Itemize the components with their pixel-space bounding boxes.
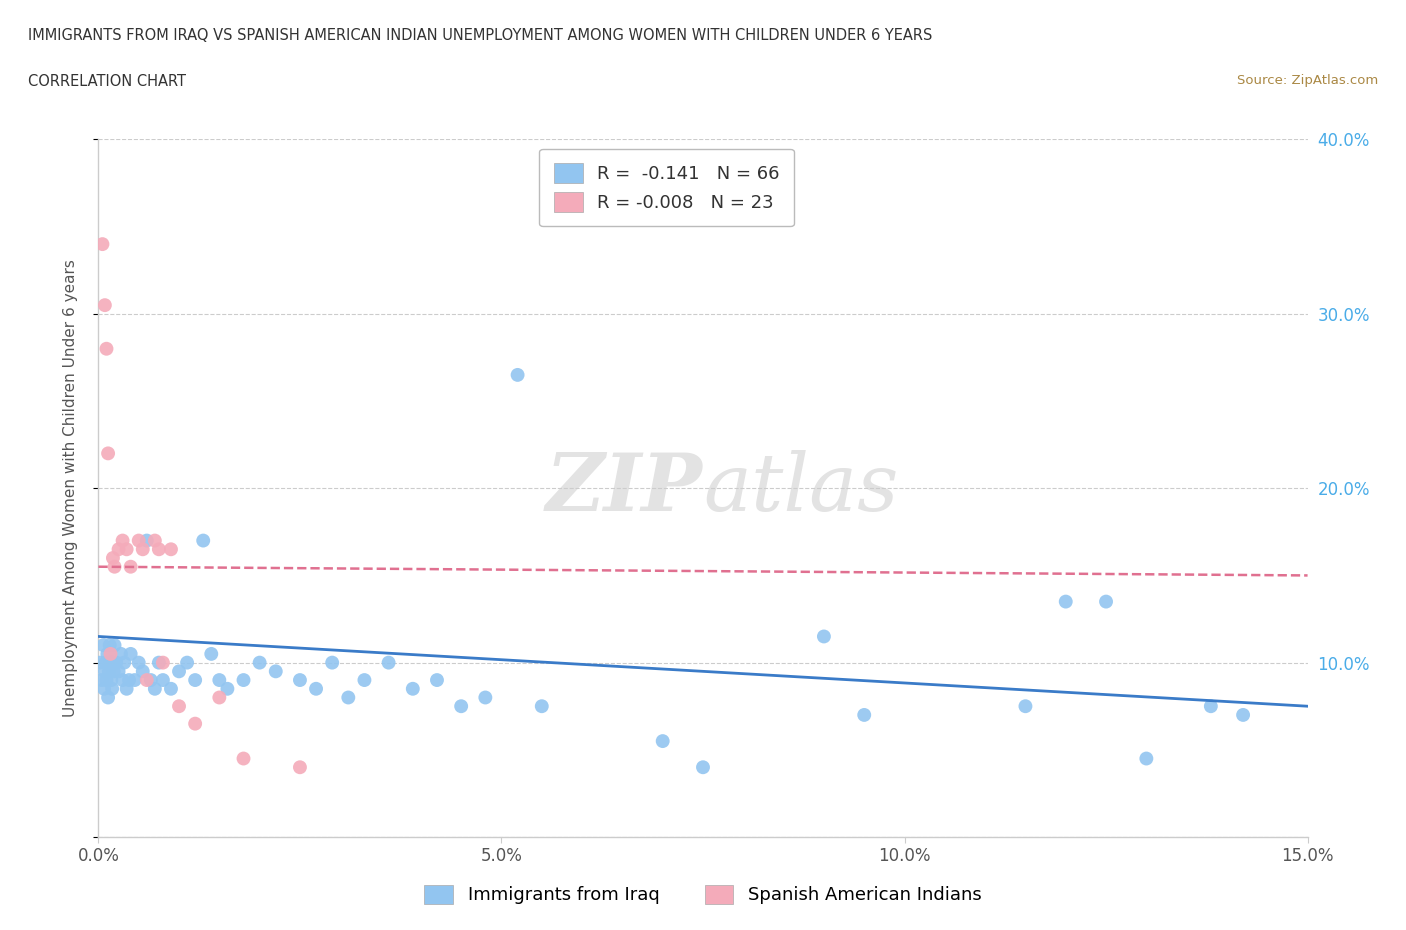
Point (506, 367, 529, 382)
Point (100, 646, 122, 661)
Point (111, 533, 134, 548)
Point (208, 672, 231, 687)
Legend: Immigrants from Iraq, Spanish American Indians: Immigrants from Iraq, Spanish American I… (418, 877, 988, 911)
Point (184, 672, 207, 687)
Point (651, 734, 673, 749)
Point (128, 533, 150, 548)
Point (135, 533, 157, 548)
Point (111, 672, 134, 687)
Text: IMMIGRANTS FROM IRAQ VS SPANISH AMERICAN INDIAN UNEMPLOYMENT AMONG WOMEN WITH CH: IMMIGRANTS FROM IRAQ VS SPANISH AMERICAN… (28, 28, 932, 43)
Text: atlas: atlas (703, 449, 898, 527)
Text: Source: ZipAtlas.com: Source: ZipAtlas.com (1237, 74, 1378, 87)
Point (143, 533, 166, 548)
Point (107, 542, 129, 557)
Point (115, 542, 138, 557)
Point (232, 672, 254, 687)
Point (152, 672, 174, 687)
Point (377, 656, 399, 671)
Point (474, 690, 496, 705)
Point (530, 698, 553, 713)
Point (124, 672, 146, 687)
Point (103, 638, 125, 653)
Point (132, 664, 155, 679)
Point (139, 672, 162, 687)
Point (337, 690, 360, 705)
Point (90, 672, 112, 687)
Point (264, 664, 287, 679)
Point (853, 708, 876, 723)
Point (353, 672, 375, 687)
Point (96, 672, 118, 687)
Point (1232, 708, 1254, 723)
Point (1014, 698, 1036, 713)
Point (305, 682, 328, 697)
Point (105, 656, 128, 671)
Point (160, 682, 183, 697)
Point (97, 664, 120, 679)
Point (200, 646, 222, 661)
Point (100, 672, 122, 687)
Point (96, 646, 118, 661)
Point (249, 656, 271, 671)
Point (176, 656, 198, 671)
Point (94, 298, 117, 312)
Point (402, 682, 425, 697)
Point (100, 656, 122, 671)
Point (128, 656, 150, 671)
Point (112, 656, 135, 671)
Point (91, 638, 114, 653)
Point (450, 698, 472, 713)
Point (103, 664, 125, 679)
Point (167, 664, 190, 679)
Text: CORRELATION CHART: CORRELATION CHART (28, 74, 186, 89)
Point (288, 672, 311, 687)
Point (110, 646, 132, 661)
Point (1199, 698, 1222, 713)
Point (89, 656, 111, 671)
Point (132, 542, 155, 557)
Point (94, 664, 117, 679)
Point (148, 542, 170, 557)
Point (101, 682, 124, 697)
Point (94, 656, 117, 671)
Point (167, 698, 190, 713)
Point (135, 672, 157, 687)
Point (148, 656, 170, 671)
Point (91, 237, 114, 252)
Point (193, 533, 215, 548)
Point (120, 646, 142, 661)
Point (160, 542, 183, 557)
Point (1095, 594, 1118, 609)
Point (184, 716, 207, 731)
Text: ZIP: ZIP (546, 449, 703, 527)
Point (232, 751, 254, 766)
Point (143, 682, 166, 697)
Point (321, 656, 343, 671)
Point (1135, 751, 1157, 766)
Point (120, 559, 142, 574)
Point (692, 760, 714, 775)
Point (118, 672, 141, 687)
Point (217, 682, 239, 697)
Point (96, 341, 118, 356)
Point (288, 760, 311, 775)
Y-axis label: Unemployment Among Women with Children Under 6 years: Unemployment Among Women with Children U… (63, 259, 77, 717)
Point (426, 672, 449, 687)
Point (97, 446, 120, 461)
Point (813, 629, 835, 644)
Point (101, 551, 124, 565)
Point (98, 638, 121, 653)
Point (208, 690, 231, 705)
Point (152, 656, 174, 671)
Point (97, 690, 120, 705)
Point (115, 682, 138, 697)
Point (103, 559, 125, 574)
Point (1054, 594, 1077, 609)
Point (107, 664, 129, 679)
Point (101, 656, 124, 671)
Point (93, 682, 115, 697)
